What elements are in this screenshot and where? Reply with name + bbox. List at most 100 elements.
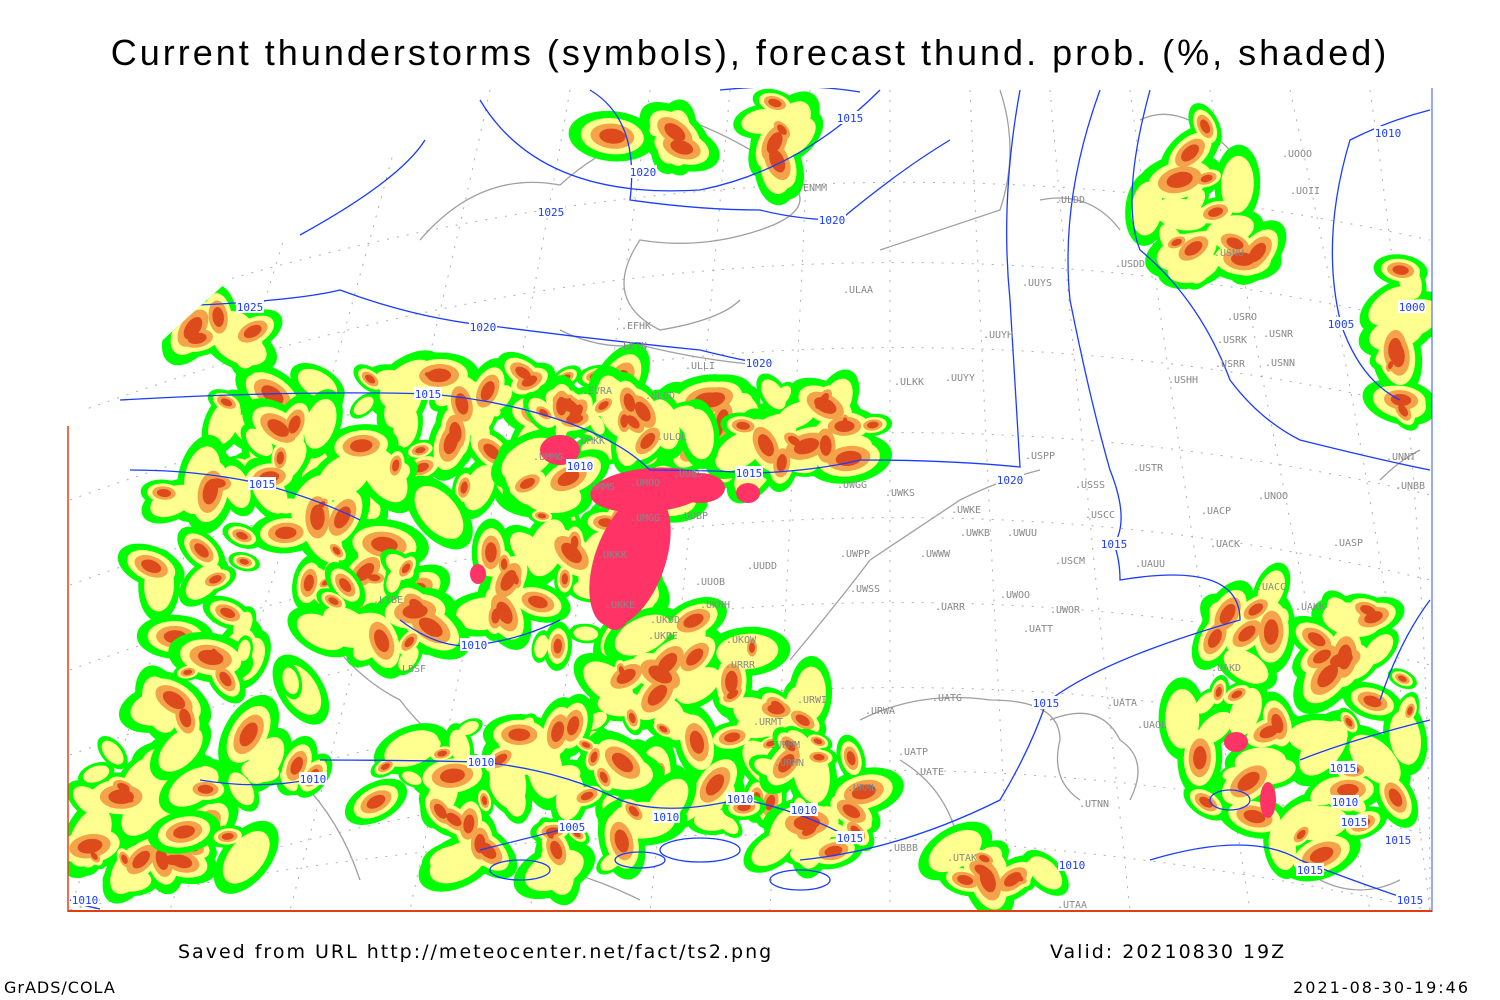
probability-cell <box>246 737 285 784</box>
isobar-label: 1015 <box>837 112 864 125</box>
probability-cell <box>614 829 629 853</box>
probability-cell <box>1317 664 1339 688</box>
probability-cell <box>725 670 738 693</box>
station-label: .UASP <box>1333 538 1363 549</box>
probability-cell <box>443 431 459 455</box>
probability-cell <box>689 730 705 754</box>
probability-cell <box>1207 629 1222 648</box>
station-label: .USSS <box>1075 480 1105 491</box>
probability-cell <box>433 803 447 819</box>
probability-cell <box>626 415 640 429</box>
probability-cell <box>197 649 224 666</box>
meridian <box>1049 89 1131 911</box>
probability-cell <box>219 671 232 687</box>
probability-cell <box>793 438 820 455</box>
probability-cell <box>657 652 678 674</box>
probability-cell <box>724 732 741 743</box>
isobar-label: 1020 <box>819 214 846 227</box>
probability-cell <box>415 446 426 454</box>
probability-cell <box>187 332 207 345</box>
station-label: .UTAA <box>1057 900 1087 911</box>
probability-cell <box>813 753 825 761</box>
probability-cell <box>317 501 326 510</box>
thunderstorm-symbol-area <box>470 564 486 584</box>
probability-cell <box>599 128 626 144</box>
probability-cell <box>245 428 273 456</box>
isobar-label: 1000 <box>1399 301 1426 314</box>
probability-cell <box>267 419 289 437</box>
station-label: .USCM <box>1055 556 1085 567</box>
probability-cell <box>209 478 226 488</box>
station-label: .UATT <box>1023 624 1053 635</box>
probability-cell <box>1398 675 1407 682</box>
probability-cell <box>392 459 400 472</box>
probability-cell <box>1337 783 1359 797</box>
probability-cell <box>1219 603 1236 625</box>
probability-cell <box>761 379 786 410</box>
probability-cell <box>1329 652 1353 668</box>
station-label: .UOOO <box>1282 149 1312 160</box>
station-label: .UWOR <box>1050 605 1081 616</box>
coastline <box>1049 712 1139 801</box>
station-label: .UOII <box>1290 186 1320 197</box>
station-label: .UAUU <box>1135 559 1165 570</box>
probability-cell <box>197 784 214 794</box>
station-label: .UKKE <box>605 600 635 611</box>
station-label: .UACK <box>1210 539 1240 550</box>
station-label: .UMMG <box>533 452 563 463</box>
probability-cell <box>500 569 517 591</box>
probability-cell <box>478 842 497 859</box>
probability-cell <box>458 720 479 736</box>
probability-cell <box>371 536 398 553</box>
probability-cell <box>1248 603 1264 616</box>
isobar-label: 1015 <box>1330 762 1357 775</box>
probability-cell <box>1231 690 1243 699</box>
probability-cell <box>559 398 579 413</box>
probability-cell <box>802 824 817 836</box>
station-label: .URMM <box>770 740 800 751</box>
probability-cell <box>537 513 547 519</box>
probability-cell <box>1237 771 1260 792</box>
probability-cell <box>581 742 591 748</box>
probability-cell <box>737 803 751 812</box>
probability-cell <box>1028 856 1063 890</box>
probability-cell <box>303 574 314 592</box>
probability-cell <box>528 595 548 609</box>
station-label: .UMKK <box>575 436 605 447</box>
probability-cell <box>555 772 584 820</box>
isobar-label: 1015 <box>1297 864 1324 877</box>
probability-cell <box>366 794 386 809</box>
probability-cell <box>1166 171 1193 188</box>
probability-cell <box>483 443 500 460</box>
probability-cell <box>1231 252 1255 266</box>
meridian <box>969 89 1011 911</box>
probability-cell <box>439 768 465 784</box>
isobar-label: 1015 <box>1033 697 1060 710</box>
probability-cell <box>437 750 448 757</box>
probability-cell <box>570 535 579 550</box>
station-label: .URWI <box>797 695 827 706</box>
probability-cell <box>221 833 234 840</box>
probability-cell <box>1345 717 1353 727</box>
probability-cell <box>749 642 755 653</box>
probability-cell <box>978 854 990 863</box>
probability-cell <box>664 123 686 142</box>
probability-cell <box>404 636 415 648</box>
probability-cell <box>928 829 982 873</box>
station-label: .ULLI <box>685 361 715 372</box>
probability-cell <box>1388 788 1403 807</box>
station-label: .URMN <box>774 758 804 769</box>
probability-cell <box>162 691 186 710</box>
station-label: .UKDD <box>650 615 680 626</box>
isobar-label: 1010 <box>1332 796 1359 809</box>
station-label: .ULOD <box>645 391 675 402</box>
probability-cell <box>480 381 495 401</box>
station-label: .UUOB <box>695 577 725 588</box>
station-label: .UTNN <box>1079 799 1109 810</box>
probability-cell <box>121 854 128 864</box>
probability-cell <box>1390 393 1412 406</box>
station-label: .UWKS <box>885 488 915 499</box>
probability-cell <box>659 725 668 733</box>
station-label: .USRR <box>1215 359 1246 370</box>
